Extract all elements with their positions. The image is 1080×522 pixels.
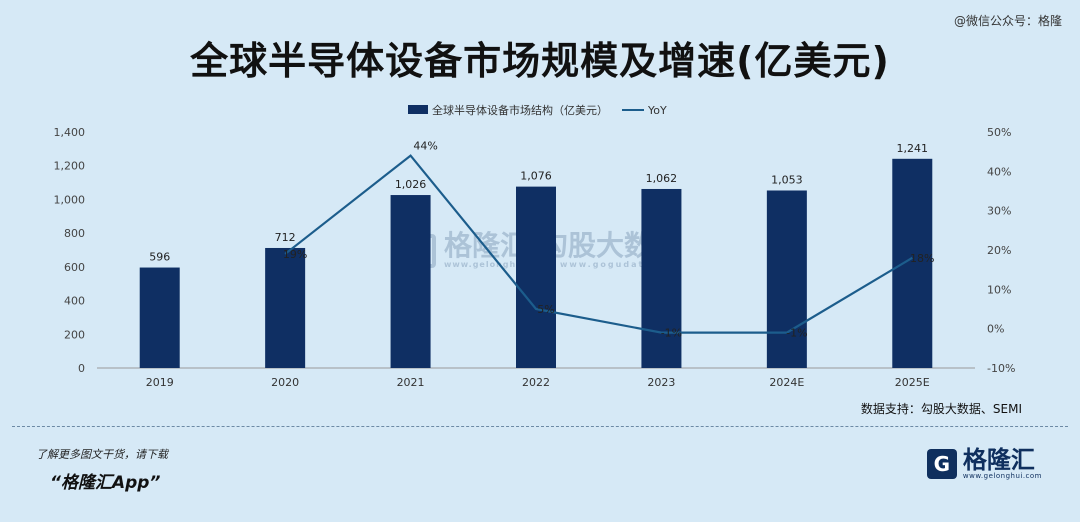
bar-value-label: 1,053: [771, 173, 803, 186]
yoy-value-label: -1%: [661, 327, 682, 340]
bar-value-label: 596: [149, 251, 170, 264]
x-tick-label: 2020: [271, 376, 299, 389]
combo-chart: 全球半导体设备市场结构（亿美元） YoY 0 200 400 600 800 1,000 1,2…: [54, 103, 1016, 389]
bar: [139, 267, 180, 368]
y-right-tick-label: 20%: [987, 244, 1011, 257]
yoy-value-label: 19%: [283, 248, 307, 261]
bar: [390, 195, 431, 368]
yoy-value-label: -1%: [786, 327, 807, 340]
watermark2-url: www.gogudata.com: [560, 260, 682, 269]
brand-logo: G 格隆汇 www.gelonghui.com: [926, 446, 1042, 480]
y-left-tick-label: 1,000: [54, 193, 86, 206]
data-source: 数据支持：勾股大数据、SEMI: [860, 402, 1022, 416]
bar: [766, 190, 807, 368]
y-right-tick-label: 40%: [987, 165, 1011, 178]
y-left-tick-label: 0: [78, 362, 85, 375]
promo-text: 了解更多图文干货，请下载: [36, 448, 168, 461]
bar-value-label: 1,062: [646, 172, 678, 185]
bar-value-label: 1,241: [897, 142, 929, 155]
wechat-account-tag: @微信公众号：格隆: [953, 14, 1062, 28]
y-right-tick-label: -10%: [987, 362, 1015, 375]
y-left-tick-label: 1,200: [54, 160, 86, 173]
yoy-value-label: 5%: [537, 303, 554, 316]
legend-line-label: YoY: [647, 104, 667, 117]
yoy-value-label: 44%: [413, 140, 437, 153]
logo-name: 格隆汇: [962, 446, 1035, 474]
x-tick-label: 2022: [522, 376, 550, 389]
y-right-tick-label: 0%: [987, 323, 1004, 336]
y-right-tick-label: 10%: [987, 283, 1011, 296]
watermark-url: www.gelonghui.com: [444, 260, 553, 269]
x-tick-label: 2019: [146, 376, 174, 389]
bar-value-label: 1,076: [520, 170, 552, 183]
x-tick-label: 2023: [647, 376, 675, 389]
y-right-tick-label: 30%: [987, 205, 1011, 218]
yoy-value-label: 18%: [910, 252, 934, 265]
y-left-tick-label: 800: [64, 227, 85, 240]
x-tick-label: 2025E: [895, 376, 930, 389]
bar-value-label: 1,026: [395, 178, 427, 191]
bar: [516, 186, 556, 368]
x-tick-label: 2024E: [769, 376, 804, 389]
legend-bar-swatch: [408, 105, 428, 114]
promo-app-name: “格隆汇App”: [50, 473, 161, 493]
y-left-tick-label: 1,400: [54, 126, 86, 139]
bar: [265, 247, 306, 368]
chart-title: 全球半导体设备市场规模及增速(亿美元): [190, 39, 890, 83]
y-right-tick-label: 50%: [987, 126, 1011, 139]
y-left-tick-label: 200: [64, 328, 85, 341]
bar-value-label: 712: [275, 231, 296, 244]
legend-bar-label: 全球半导体设备市场结构（亿美元）: [432, 103, 608, 117]
y-left-tick-label: 600: [64, 261, 85, 274]
bar: [641, 188, 682, 368]
logo-url: www.gelonghui.com: [962, 472, 1042, 480]
bar: [892, 158, 933, 368]
yoy-line: [284, 154, 913, 334]
dashed-divider: [12, 426, 1068, 427]
watermark-name: 格隆汇: [444, 229, 529, 262]
y-left-tick-label: 400: [64, 295, 85, 308]
logo-icon: G: [926, 449, 957, 479]
x-tick-label: 2021: [397, 376, 425, 389]
